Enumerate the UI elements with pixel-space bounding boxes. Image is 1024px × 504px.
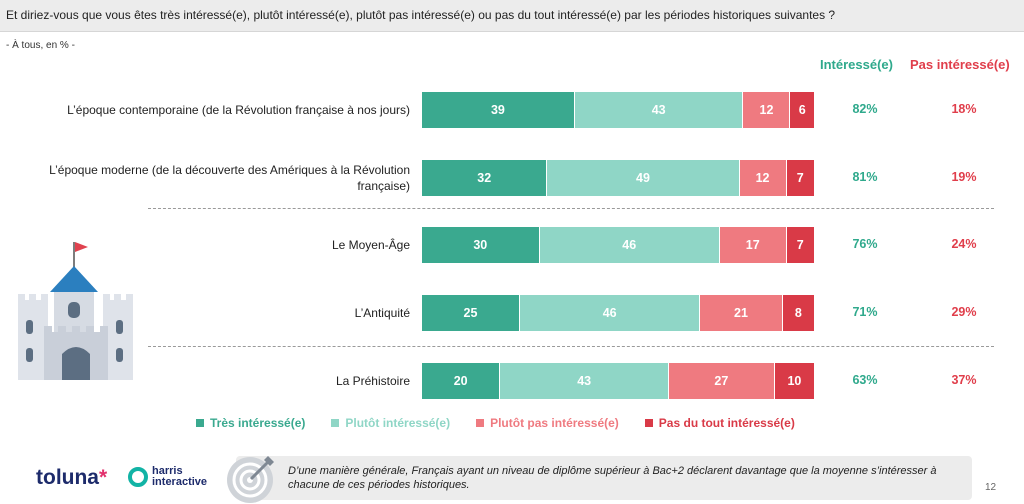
bar-segment: 39: [422, 92, 575, 128]
castle-icon: [18, 242, 133, 380]
bar-segment: 8: [782, 295, 814, 331]
bar-segment: 43: [574, 92, 744, 128]
legend-label: Très intéressé(e): [210, 416, 306, 430]
not-interested-total: 24%: [951, 237, 977, 251]
page-number: 12: [985, 482, 997, 493]
bar-segment: 21: [700, 295, 783, 331]
bar-segment: 49: [547, 160, 740, 196]
bar-segment: 17: [719, 227, 787, 263]
question-text: Et diriez-vous que vous êtes très intére…: [6, 8, 836, 22]
not-interested-total: 18%: [951, 102, 977, 116]
interested-total: 82%: [852, 102, 878, 116]
bar-segment: 25: [422, 295, 520, 331]
not-interested-total: 37%: [951, 373, 977, 387]
category-label: La Préhistoire: [335, 374, 410, 388]
category-label: L’époque moderne (de la découverte des A…: [49, 163, 410, 193]
legend-item: Plutôt intéressé(e): [331, 416, 450, 430]
legend-swatch: [331, 419, 340, 427]
footer-note: D’une manière générale, Français ayant u…: [288, 465, 937, 491]
legend-item: Pas du tout intéressé(e): [644, 416, 795, 430]
harris-ring-icon: [128, 467, 148, 487]
target-icon: [227, 456, 274, 503]
legend-item: Très intéressé(e): [196, 416, 305, 430]
interested-total: 76%: [852, 237, 878, 251]
bar-segment: 30: [422, 227, 540, 263]
bar-segment: 12: [743, 92, 791, 128]
bar-segment: 46: [520, 295, 701, 331]
legend-label: Plutôt pas intéressé(e): [490, 416, 619, 430]
question-bar: Et diriez-vous que vous êtes très intére…: [0, 0, 1024, 32]
bar-segment: 43: [500, 363, 669, 399]
interested-column-header: Intéressé(e): [820, 57, 893, 72]
bar-segment: 6: [790, 92, 814, 128]
not-interested-total: 29%: [951, 305, 977, 319]
bar-segment: 27: [668, 363, 775, 399]
interested-total: 81%: [852, 170, 878, 184]
interested-total: 63%: [852, 373, 878, 387]
footer-note-box: [236, 456, 972, 500]
not-interested-total: 19%: [951, 170, 977, 184]
group-divider: [148, 208, 994, 209]
toluna-logo: toluna*: [36, 466, 108, 489]
category-label: L’époque contemporaine (de la Révolution…: [67, 103, 410, 117]
bar-segment: 7: [786, 227, 814, 263]
bar-segment: 10: [774, 363, 814, 399]
bar-segment: 7: [786, 160, 814, 196]
legend-label: Pas du tout intéressé(e): [658, 416, 795, 430]
not-interested-column-header: Pas intéressé(e): [910, 57, 1010, 72]
legend-item: Plutôt pas intéressé(e): [476, 416, 619, 430]
harris-interactive-logo: harris interactive: [128, 466, 207, 488]
category-label: L’Antiquité: [354, 306, 410, 320]
legend-label: Plutôt intéressé(e): [345, 416, 451, 430]
legend-swatch: [644, 419, 653, 427]
bar-segment: 32: [422, 160, 548, 196]
legend-swatch: [196, 419, 204, 427]
bar-segment: 20: [422, 363, 501, 399]
chart-legend: Très intéressé(e) Plutôt intéressé(e) Plut…: [196, 416, 795, 430]
bar-segment: 12: [739, 160, 787, 196]
interested-total: 71%: [852, 305, 878, 319]
legend-swatch: [476, 419, 485, 427]
base-note: - À tous, en % -: [6, 40, 75, 51]
bar-segment: 46: [539, 227, 720, 263]
category-label: Le Moyen-Âge: [331, 238, 410, 252]
group-divider: [148, 346, 994, 347]
